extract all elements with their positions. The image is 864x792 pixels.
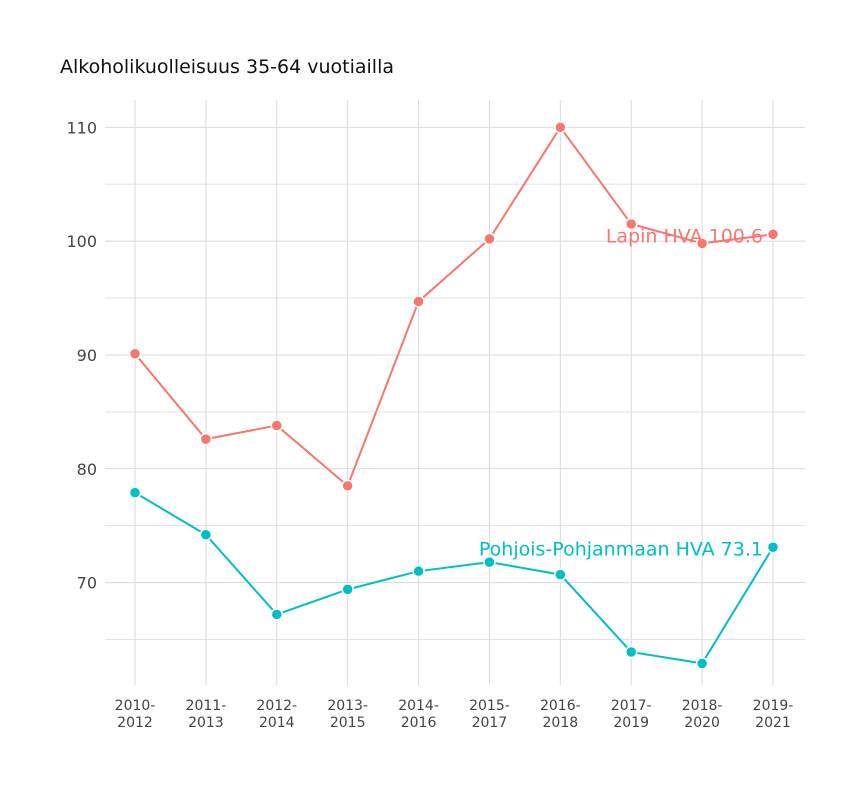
data-point (270, 419, 284, 432)
x-tick-label: 2018-2020 (682, 698, 723, 731)
y-tick-label: 80 (77, 460, 97, 479)
series-line (134, 125, 774, 488)
data-point (624, 645, 638, 659)
y-tick-label: 110 (66, 118, 97, 137)
data-point (412, 564, 425, 578)
data-point (624, 217, 638, 231)
series-line (134, 491, 774, 665)
chart-title: Alkoholikuolleisuus 35-64 vuotiailla (60, 56, 394, 78)
data-point (554, 121, 567, 134)
data-point (270, 608, 284, 621)
series-label: Lapin HVA 100.6 (606, 225, 763, 247)
y-tick-label: 70 (77, 574, 97, 593)
x-tick-label: 2013-2015 (327, 698, 368, 731)
data-point (554, 568, 567, 581)
data-point (341, 583, 354, 596)
data-point (766, 228, 780, 241)
data-point (483, 555, 496, 569)
x-tick-label: 2019-2021 (753, 698, 794, 731)
series-label: Pohjois-Pohjanmaan HVA 73.1 (479, 538, 763, 560)
data-point (341, 479, 354, 493)
data-point (199, 432, 213, 446)
x-tick-label: 2010-2012 (115, 698, 156, 731)
data-point (695, 237, 709, 250)
x-tick-label: 2017-2019 (611, 698, 652, 731)
x-tick-label: 2012-2014 (256, 698, 297, 731)
data-point (766, 541, 780, 554)
data-point (483, 232, 496, 246)
x-tick-label: 2015-2017 (469, 698, 510, 731)
x-tick-label: 2014-2016 (398, 698, 439, 731)
data-point (695, 657, 709, 670)
data-point (199, 528, 213, 542)
data-point (128, 486, 142, 499)
y-tick-label: 90 (77, 346, 97, 365)
y-tick-label: 100 (66, 232, 97, 251)
data-point (128, 347, 142, 361)
data-point (412, 295, 425, 308)
x-tick-label: 2016-2018 (540, 698, 581, 731)
x-tick-label: 2011-2013 (186, 698, 227, 731)
